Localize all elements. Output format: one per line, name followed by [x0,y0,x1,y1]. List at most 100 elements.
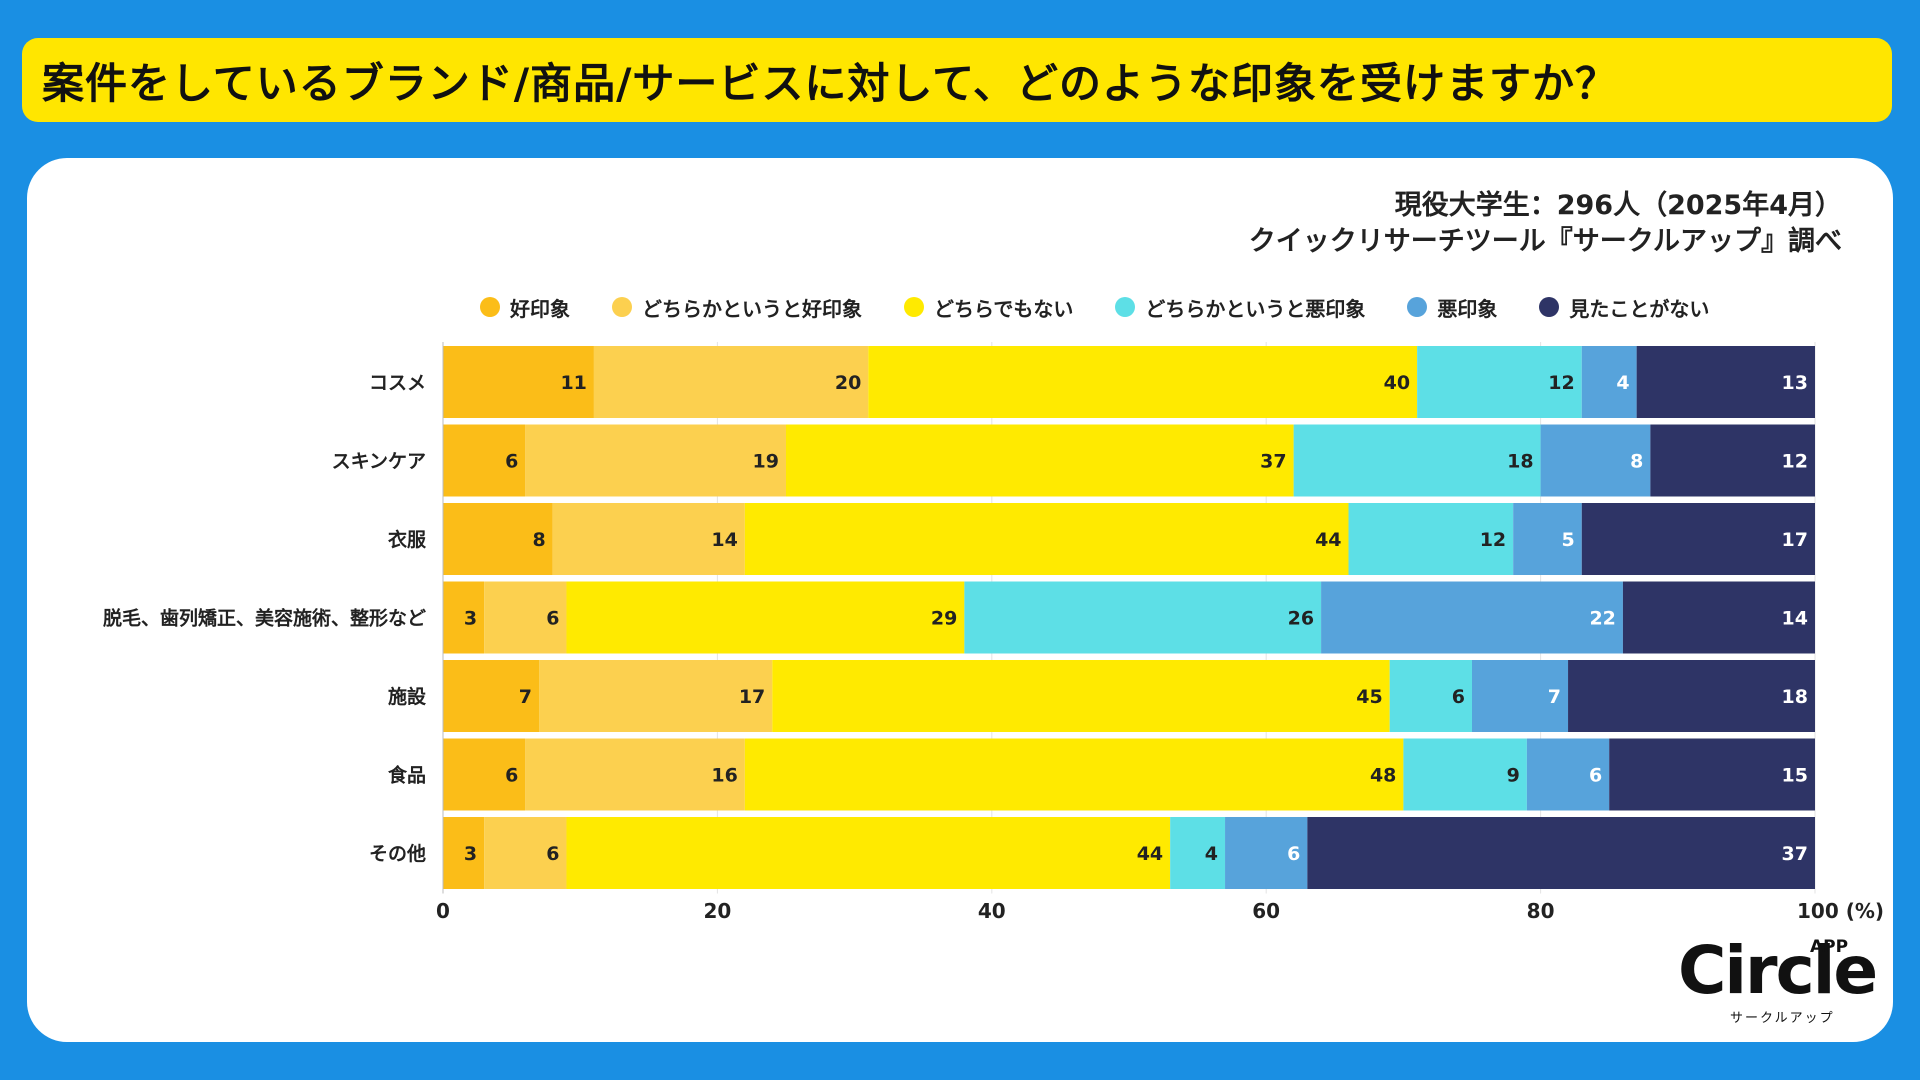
logo-app-tag: APP [1810,937,1849,957]
data-label: 6 [1287,843,1300,865]
data-label: 12 [1782,451,1808,473]
legend-item: 見たことがない [1539,293,1709,322]
bar-segment [484,581,567,654]
legend-swatch [612,297,632,317]
bar-segment [1348,503,1514,575]
legend-item: 悪印象 [1407,293,1497,322]
data-label: 3 [464,608,477,630]
data-label: 44 [1137,843,1163,865]
source-line-1: 現役大学生：296人（2025年4月） [1394,190,1842,221]
data-label: 17 [1782,529,1808,551]
source-line-2: クイックリサーチツール『サークルアップ』調べ [1248,226,1842,257]
data-label: 40 [1384,372,1410,394]
logo-kana: サークルアップ [1730,1011,1835,1026]
legend-swatch [1539,297,1560,317]
data-label: 6 [1589,765,1602,787]
data-label: 6 [505,765,518,787]
bar-segment [539,660,773,732]
bar-segment [1417,346,1582,418]
legend-label: 見たことがない [1569,296,1710,321]
bar-segment [1609,738,1815,811]
category-label: 施設 [388,685,427,708]
bar-segment [1526,738,1610,811]
data-label: 17 [739,686,765,708]
x-tick-label: 40 [978,899,1006,923]
category-label: その他 [369,842,426,865]
data-label: 8 [533,529,546,551]
data-label: 12 [1480,529,1506,551]
bar-segment [1293,424,1541,497]
legend-label: 好印象 [510,296,570,321]
data-label: 7 [1548,686,1561,708]
data-label: 6 [546,608,559,630]
data-label: 5 [1562,529,1575,551]
bar-segment [964,581,1322,654]
bar-segment [868,346,1418,418]
x-tick-label: 100 (%) [1797,899,1884,923]
category-label: コスメ [369,372,426,394]
bar-segment [443,424,526,497]
title-banner: 案件をしているブランド/商品/サービスに対して、どのような印象を受けますか？ [22,38,1892,122]
legend-swatch [1115,297,1136,317]
category-label: 食品 [388,764,426,787]
bar-segment [525,424,786,497]
data-label: 6 [1452,686,1465,708]
legend-label: 悪印象 [1437,296,1498,321]
data-label: 15 [1782,765,1808,787]
x-tick-label: 0 [436,899,450,923]
x-tick-label: 60 [1252,899,1280,923]
circle-app-logo: Circle APP サークルアップ [1672,935,1878,1027]
source-note: 現役大学生：296人（2025年4月） クイックリサーチツール『サークルアップ』… [1249,188,1842,260]
data-label: 16 [711,765,737,787]
data-label: 13 [1782,372,1808,394]
bar-segment [443,817,485,889]
data-label: 11 [560,372,586,394]
x-tick-label: 20 [703,899,731,923]
bar-segment [1650,424,1815,497]
bar-segment [443,503,553,575]
bar-segment [1513,503,1582,575]
legend-item: 好印象 [480,293,570,322]
bar-segment [1540,424,1651,497]
data-label: 3 [464,843,477,865]
bar-segment [1307,817,1815,889]
chart-legend: 好印象 どちらかというと好印象 どちらでもない どちらかというと悪印象 悪印象 見たことが… [480,292,1751,322]
bar-segment [593,346,869,418]
bar-segment [1225,817,1308,889]
bar-segment [1622,581,1815,654]
data-label: 12 [1548,372,1574,394]
data-label: 6 [505,451,518,473]
legend-item: どちらかというと悪印象 [1115,293,1365,322]
logo-wordmark: Circle [1678,932,1878,1009]
legend-swatch [480,297,500,317]
data-label: 37 [1260,451,1286,473]
data-label: 48 [1370,765,1396,787]
bar-segment [1403,738,1527,811]
bar-segment [443,346,594,418]
bar-segment [772,660,1390,732]
bar-segment [1472,660,1569,732]
bar-segment [525,738,745,811]
category-label: スキンケア [332,451,426,473]
bar-segment [1170,817,1226,889]
bar-segment [744,738,1404,811]
data-label: 22 [1589,608,1615,630]
data-label: 19 [753,451,779,473]
bar-segment [566,817,1171,889]
bar-segment [1581,503,1815,575]
data-label: 29 [931,608,957,630]
data-label: 44 [1315,529,1341,551]
data-label: 20 [835,372,861,394]
legend-item: どちらかというと好印象 [612,293,862,322]
data-label: 14 [711,529,737,551]
category-label: 衣服 [388,528,427,551]
data-label: 9 [1507,765,1520,787]
data-label: 26 [1288,608,1314,630]
legend-item: どちらでもない [904,293,1073,322]
data-label: 18 [1507,451,1533,473]
x-tick-label: 80 [1527,899,1555,923]
bar-segment [1568,660,1815,732]
legend-label: どちらかというと悪印象 [1145,296,1366,321]
page-title: 案件をしているブランド/商品/サービスに対して、どのような印象を受けますか？ [42,58,1619,108]
